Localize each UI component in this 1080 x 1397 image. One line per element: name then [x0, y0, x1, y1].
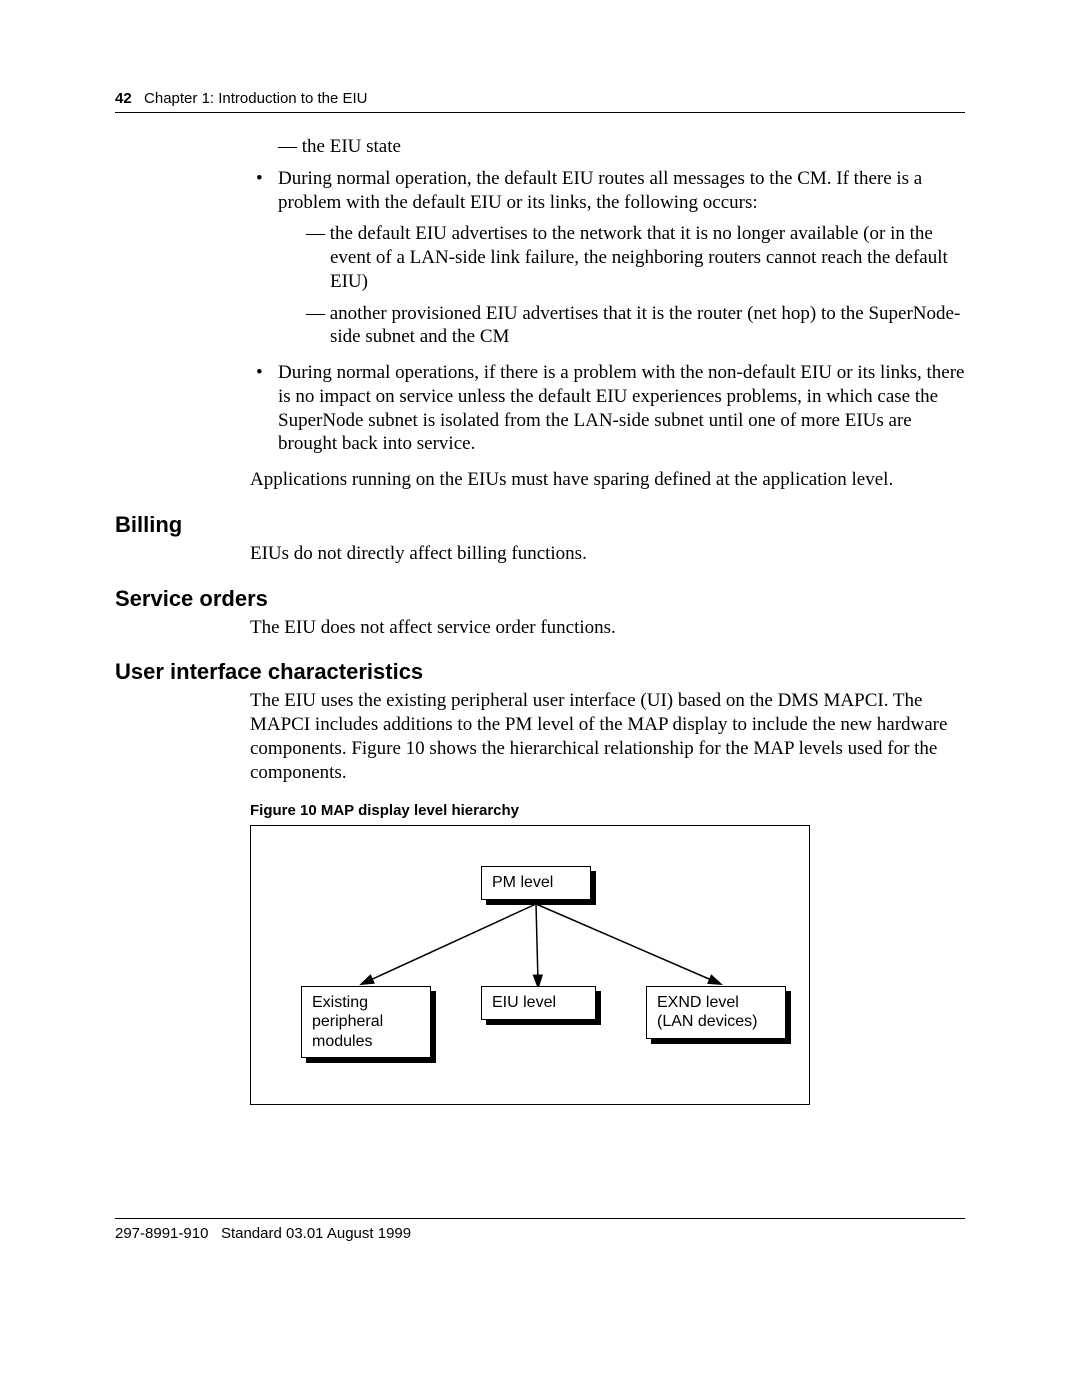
chapter-label: [136, 90, 144, 107]
continuation-dash-list: the EIU state: [250, 135, 965, 159]
bullet-text: During normal operation, the default EIU…: [278, 168, 922, 213]
section-heading-ui-characteristics: User interface characteristics: [115, 659, 965, 685]
running-header: 42 Chapter 1: Introduction to the EIU: [115, 90, 965, 113]
footer-sep: [213, 1225, 221, 1242]
section-heading-billing: Billing: [115, 512, 965, 538]
bullet-item: During normal operations, if there is a …: [250, 361, 965, 456]
doc-id: 297-8991-910: [115, 1225, 208, 1242]
figure-node-top: PM level: [481, 866, 591, 900]
dash-item: the EIU state: [278, 135, 965, 159]
bullet-list: During normal operation, the default EIU…: [250, 167, 965, 456]
body-block: the EIU state During normal operation, t…: [250, 135, 965, 492]
running-footer: 297-8991-910 Standard 03.01 August 1999: [115, 1218, 965, 1242]
figure-frame: PM level Existingperipheralmodules EIU lev…: [250, 825, 810, 1105]
section-body: The EIU uses the existing peripheral use…: [250, 689, 965, 1105]
sub-dash-list: the default EIU advertises to the networ…: [278, 222, 965, 349]
paragraph: The EIU uses the existing peripheral use…: [250, 689, 965, 784]
section-body: EIUs do not directly affect billing func…: [250, 542, 965, 566]
chapter-title: Chapter 1: Introduction to the EIU: [144, 90, 367, 107]
figure-node-mid: EIU level: [481, 986, 596, 1020]
figure-node-left: Existingperipheralmodules: [301, 986, 431, 1058]
paragraph: The EIU does not affect service order fu…: [250, 616, 965, 640]
section-body: The EIU does not affect service order fu…: [250, 616, 965, 640]
bullet-item: During normal operation, the default EIU…: [250, 167, 965, 349]
page-content: 42 Chapter 1: Introduction to the EIU th…: [115, 90, 965, 1105]
figure-caption: Figure 10 MAP display level hierarchy: [250, 802, 965, 819]
figure-node-right: EXND level(LAN devices): [646, 986, 786, 1038]
section-heading-service-orders: Service orders: [115, 586, 965, 612]
sub-dash-item: another provisioned EIU advertises that …: [306, 302, 965, 350]
release-info: Standard 03.01 August 1999: [221, 1225, 411, 1242]
paragraph: EIUs do not directly affect billing func…: [250, 542, 965, 566]
paragraph: Applications running on the EIUs must ha…: [250, 468, 965, 492]
sub-dash-item: the default EIU advertises to the networ…: [306, 222, 965, 293]
page-number: 42: [115, 90, 132, 107]
